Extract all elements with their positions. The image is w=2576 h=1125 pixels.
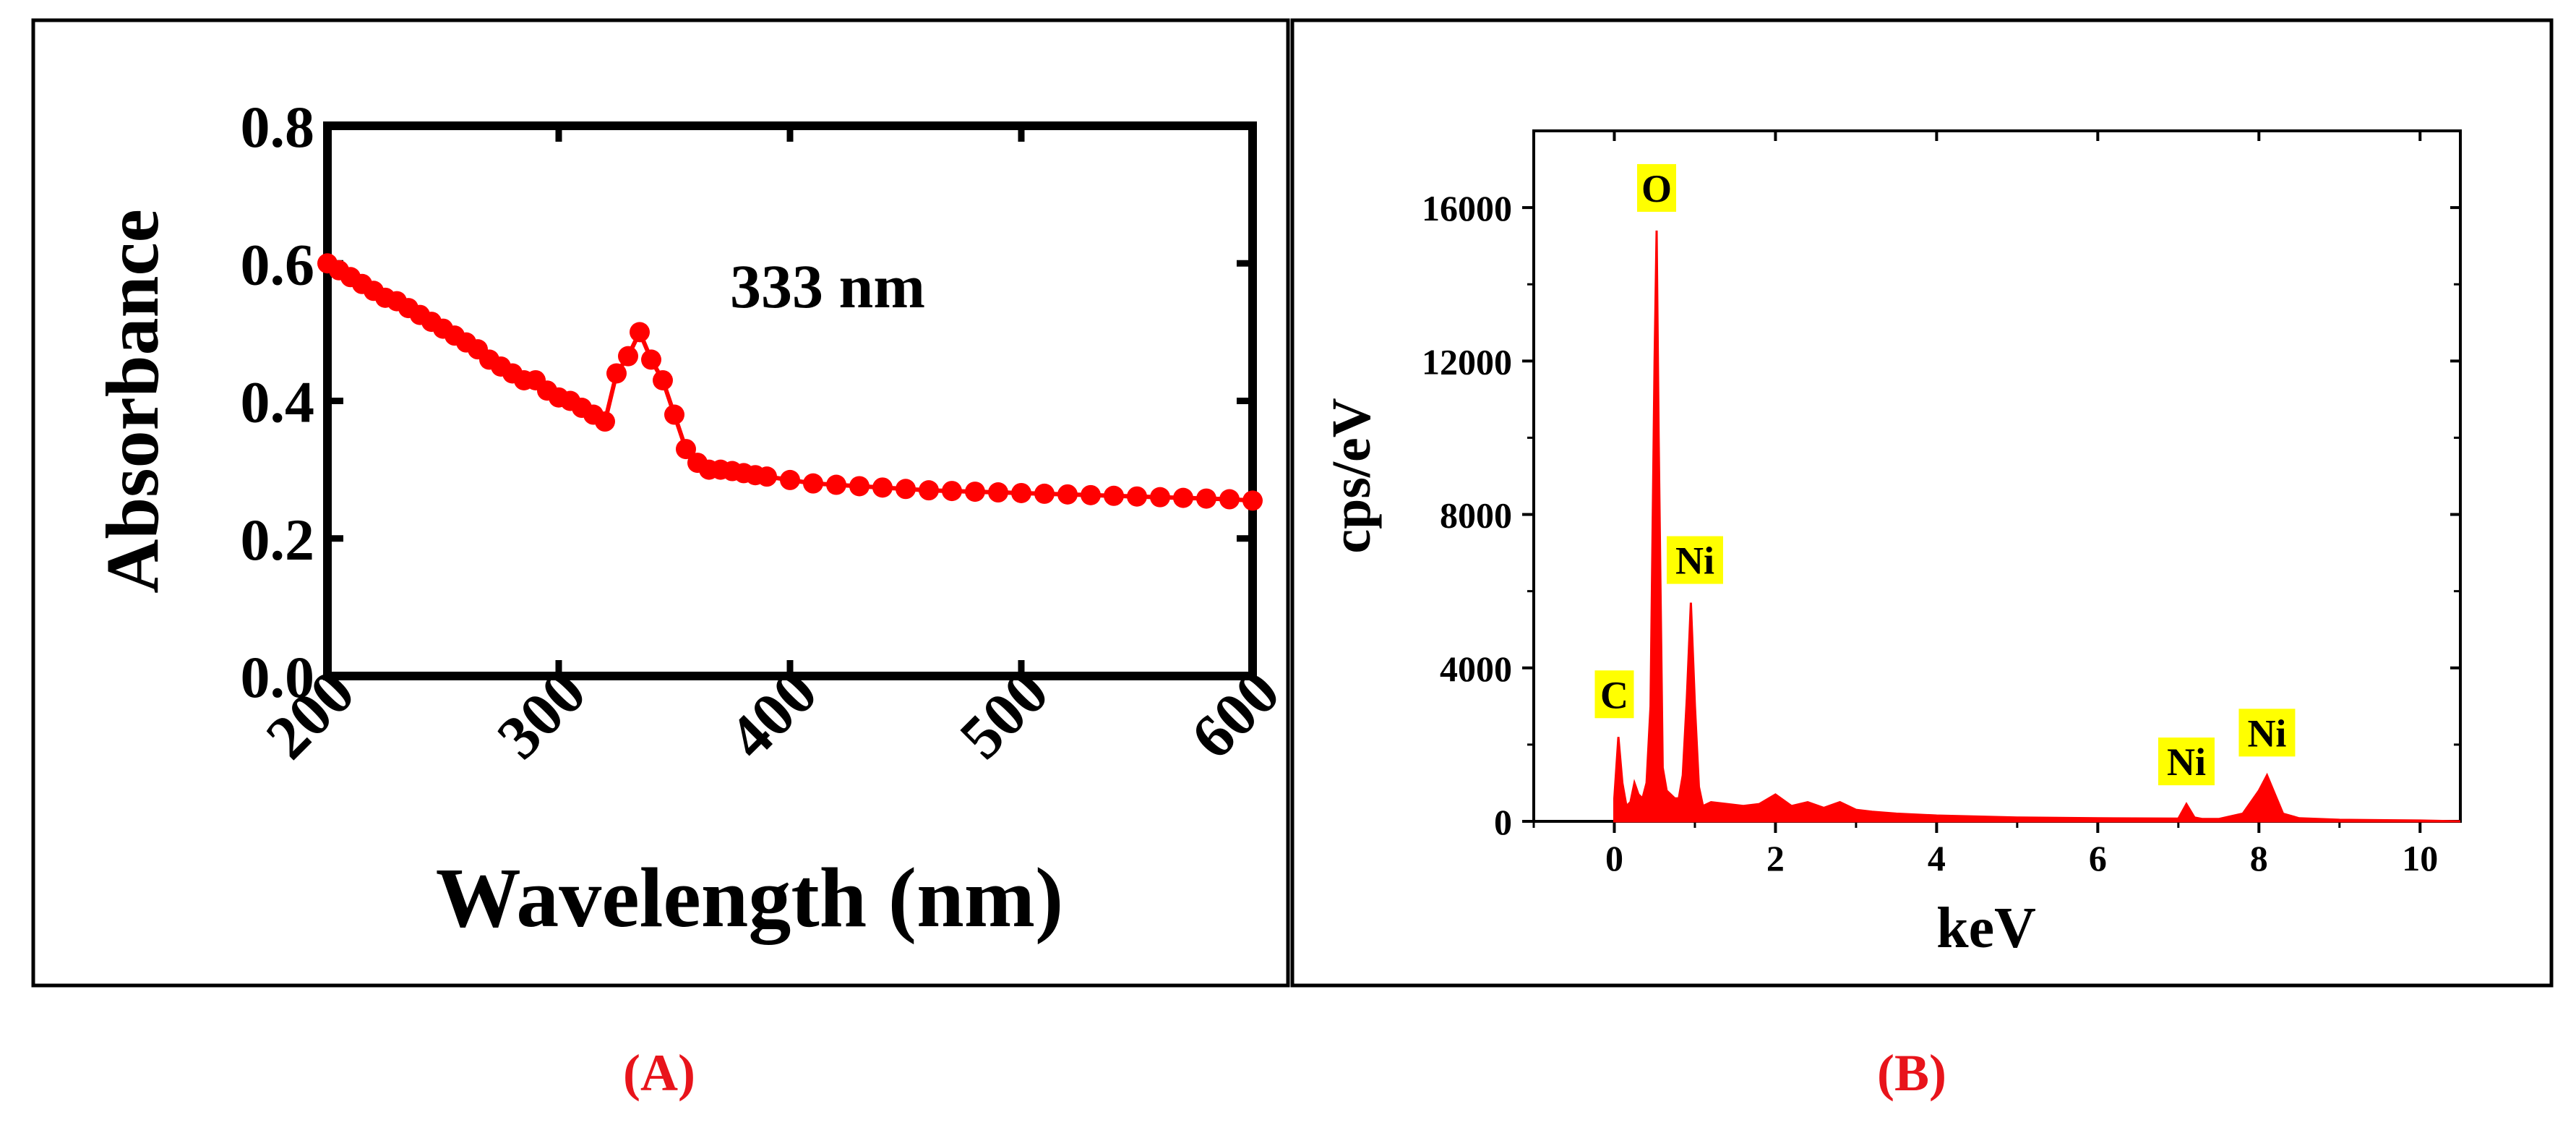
y-tick-label: 0 [1494, 802, 1512, 842]
data-point [896, 479, 916, 500]
data-point [780, 469, 800, 490]
data-point [965, 482, 985, 502]
data-point [664, 404, 684, 425]
data-point [872, 477, 893, 498]
panel-b-peak-labels: C O Ni Ni Ni [1594, 163, 2296, 786]
panel-a-caption: (A) [623, 1044, 695, 1102]
data-point [606, 363, 627, 384]
data-point [757, 466, 777, 487]
y-tick-label: 12000 [1422, 341, 1512, 382]
data-point [919, 480, 939, 501]
data-point [630, 322, 650, 343]
panel-a-y-ticks: 0.0 0.2 0.4 0.6 0.8 [241, 94, 1253, 710]
data-point [803, 473, 823, 494]
x-tick-label: 6 [2089, 838, 2107, 878]
peak-label: O [1641, 167, 1672, 210]
data-point [618, 346, 638, 367]
data-point [595, 411, 615, 432]
data-point [1219, 489, 1240, 510]
data-point [1034, 483, 1055, 504]
x-tick-label: 10 [2402, 838, 2438, 878]
y-tick-label: 0.8 [241, 94, 315, 160]
peak-label: C [1600, 673, 1628, 717]
panel-b-x-axis-label: keV [1936, 897, 2036, 960]
peak-label-highlight [1594, 670, 1634, 719]
panel-b: 0 4000 8000 12000 16000 0 2 4 6 8 10 C O Ni Ni Ni cps… [1290, 18, 2554, 988]
x-tick-label: 2 [1766, 838, 1785, 878]
edx-spectrum-area [1613, 230, 2461, 823]
panel-b-caption: (B) [1877, 1044, 1946, 1102]
panel-b-frame [1290, 18, 2554, 988]
data-point [1104, 485, 1124, 506]
panel-a-series [317, 253, 1263, 511]
y-tick-label: 0.2 [241, 507, 315, 573]
data-point [1196, 488, 1216, 509]
peak-label: Ni [1675, 539, 1714, 583]
panel-b-y-ticks: 0 4000 8000 12000 16000 [1422, 188, 2460, 842]
panel-b-x-ticks: 0 2 4 6 8 10 [1532, 131, 2438, 878]
data-point [942, 481, 962, 502]
panel-a-frame [31, 18, 1290, 988]
peak-label: Ni [2167, 740, 2206, 784]
y-tick-label: 16000 [1422, 188, 1512, 228]
x-tick-label: 8 [2250, 838, 2268, 878]
data-point [1057, 484, 1078, 505]
peak-label-highlight [1666, 536, 1723, 584]
panel-a-annotation: 333 nm [730, 252, 925, 321]
panel-b-series [1613, 230, 2461, 823]
data-point [1011, 482, 1031, 503]
data-point [849, 476, 870, 497]
peak-label-highlight [1637, 163, 1677, 212]
data-point [1081, 484, 1101, 505]
data-point [988, 482, 1008, 503]
x-tick-label: 0 [1605, 838, 1623, 878]
panel-b-y-axis-label: cps/eV [1321, 398, 1382, 553]
panel-b-plot-area [1532, 129, 2462, 823]
data-point [1173, 487, 1193, 508]
y-tick-label: 4000 [1440, 649, 1512, 689]
panel-a-plot-area [323, 121, 1257, 680]
panel-a: 0.00.20.40.60.8 200 300 400 500 600 333 nm A… [31, 18, 1292, 988]
panel-a-x-axis-label: Wavelength (nm) [436, 850, 1064, 945]
data-point [1242, 490, 1263, 511]
y-tick-label: 0.6 [241, 231, 315, 297]
data-point [653, 369, 673, 390]
y-tick-label: 0.0 [241, 644, 315, 710]
y-tick-label: 0.4 [241, 369, 315, 435]
peak-label-highlight [2158, 737, 2215, 786]
x-tick-label: 4 [1928, 838, 1946, 878]
data-point [1127, 486, 1147, 507]
data-point [1150, 487, 1170, 508]
data-point [826, 474, 846, 495]
y-tick-label: 8000 [1440, 495, 1512, 536]
peak-label: Ni [2247, 711, 2286, 755]
data-point [676, 439, 696, 460]
panel-a-y-axis-label: Absorbance [91, 209, 174, 594]
data-point [641, 349, 661, 370]
peak-label-highlight [2238, 709, 2296, 757]
